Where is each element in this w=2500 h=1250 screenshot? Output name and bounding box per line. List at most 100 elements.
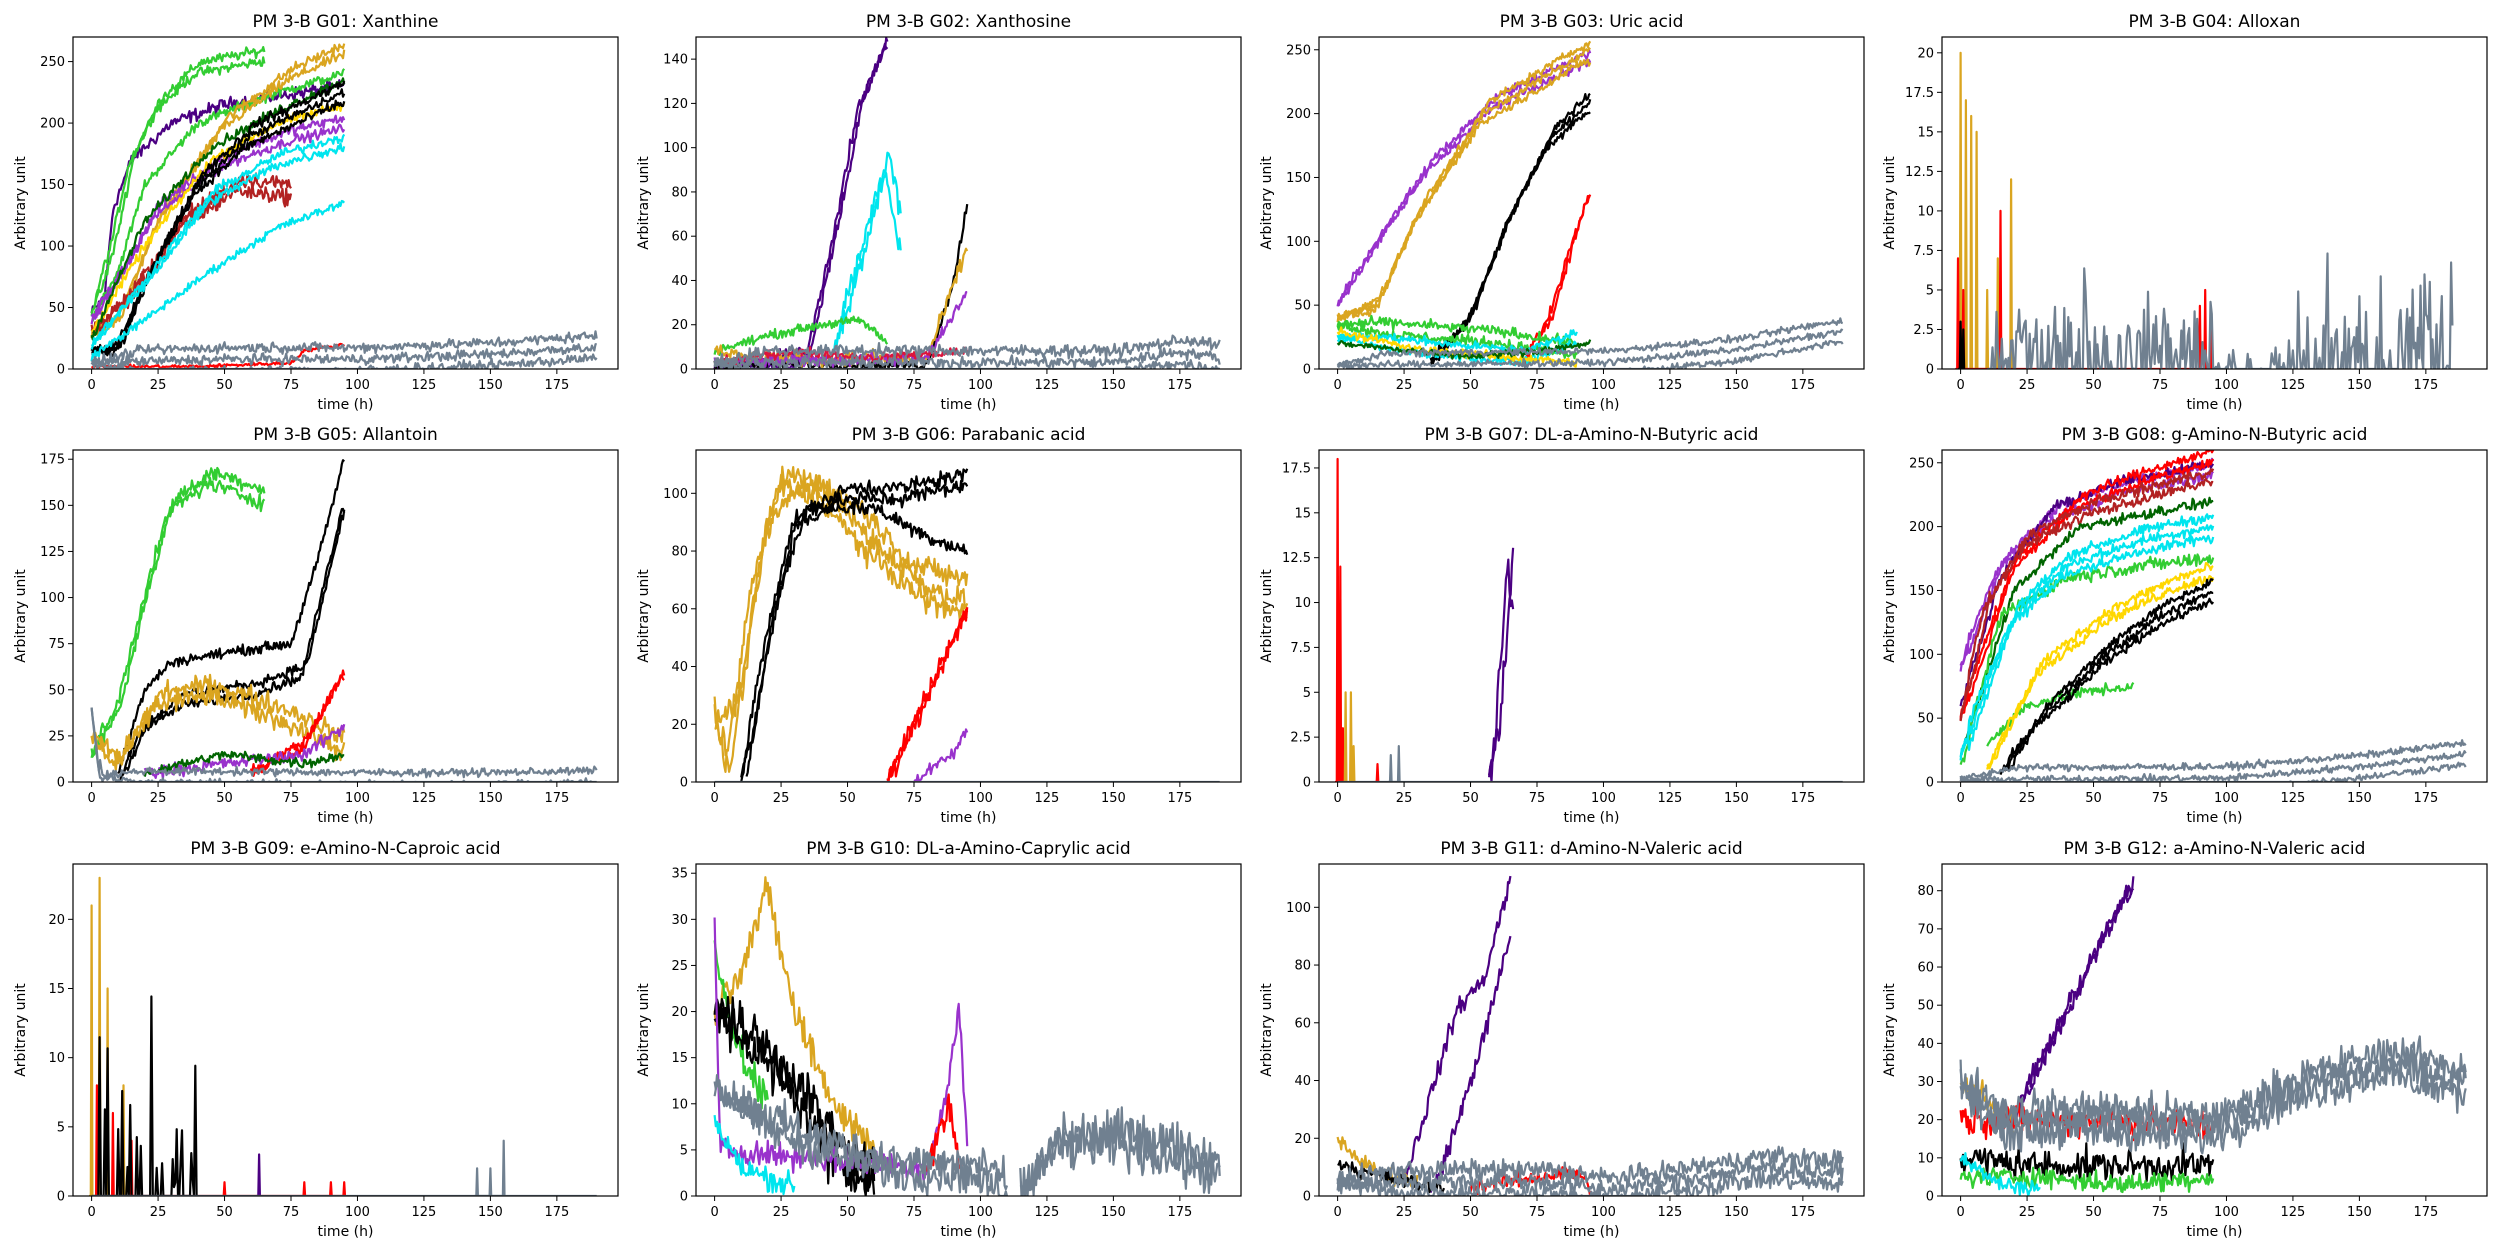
x-tick-label: 125 [412, 378, 437, 393]
y-tick-label: 30 [1917, 1075, 1934, 1090]
subplot-12: PM 3-B G12: a-Amino-N-Valeric acid time (… [1882, 839, 2488, 1240]
series-line [1959, 524, 2215, 761]
series-line [1403, 875, 1512, 1186]
x-axis-label: time (h) [941, 1224, 997, 1240]
plot-frame [1941, 36, 2488, 370]
y-tick-label: 100 [1909, 648, 1934, 663]
series-line [1019, 1106, 1221, 1196]
x-tick-label: 175 [1790, 378, 1815, 393]
x-tick-label: 175 [1790, 1205, 1815, 1220]
x-tick-label: 100 [345, 378, 370, 393]
y-tick-label: 50 [1917, 999, 1934, 1014]
subplot-2: PM 3-B G02: Xanthosine time (h) Arbitrary … [636, 12, 1242, 413]
series-line [740, 479, 969, 782]
y-tick-label: 10 [48, 1051, 65, 1066]
series-line [1959, 468, 2215, 722]
series-line [1959, 750, 2467, 782]
series-line [1336, 317, 1843, 367]
series-line [90, 172, 292, 335]
series-line [913, 728, 969, 782]
x-tick-label: 125 [1035, 1205, 1060, 1220]
subplot-title: PM 3-B G06: Parabanic acid [852, 425, 1086, 445]
plot-frame [1941, 863, 2488, 1197]
subplot-11: PM 3-B G11: d-Amino-N-Valeric acid time (… [1259, 839, 1865, 1240]
y-tick-label: 250 [40, 55, 65, 70]
series-line [1429, 92, 1591, 362]
x-tick-label: 0 [710, 378, 718, 393]
x-tick-label: 0 [710, 791, 718, 806]
series-line [91, 68, 346, 322]
x-tick-label: 75 [283, 378, 300, 393]
x-tick-label: 75 [2152, 1205, 2169, 1220]
y-tick-label: 80 [671, 185, 688, 200]
x-tick-label: 175 [544, 1205, 569, 1220]
x-tick-label: 150 [1101, 791, 1126, 806]
series-line [833, 169, 902, 355]
x-tick-label: 25 [2019, 378, 2036, 393]
series-group [90, 459, 598, 782]
y-tick-label: 35 [671, 867, 688, 882]
x-tick-label: 50 [216, 791, 233, 806]
x-tick-label: 75 [1529, 791, 1546, 806]
y-tick-label: 25 [48, 729, 65, 744]
x-tick-label: 50 [1462, 1205, 1479, 1220]
series-line [1336, 314, 1578, 347]
y-axis-label: Arbitrary unit [1882, 156, 1898, 250]
x-tick-label: 150 [478, 378, 503, 393]
x-tick-label: 175 [544, 378, 569, 393]
y-tick-label: 2.5 [1290, 731, 1311, 746]
x-tick-label: 25 [150, 791, 167, 806]
plot-frame [72, 449, 619, 783]
y-axis-label: Arbitrary unit [1882, 569, 1898, 663]
x-axis-label: time (h) [1564, 397, 1620, 413]
subplot-title: PM 3-B G12: a-Amino-N-Valeric acid [2064, 839, 2366, 859]
series-line [90, 707, 598, 779]
series-line [1959, 553, 2215, 765]
x-tick-label: 175 [1167, 378, 1192, 393]
y-tick-label: 20 [1294, 1132, 1311, 1147]
series-line [1019, 1113, 1221, 1196]
series-group [1336, 40, 1844, 369]
y-tick-label: 20 [671, 718, 688, 733]
x-tick-label: 25 [773, 378, 790, 393]
y-tick-label: 175 [40, 453, 65, 468]
series-line [1336, 59, 1592, 307]
series-line [2012, 876, 2135, 1127]
y-tick-label: 0 [1926, 363, 1934, 378]
series-line [1959, 496, 2214, 756]
y-tick-label: 0 [1303, 363, 1311, 378]
y-tick-label: 50 [48, 683, 65, 698]
series-group [713, 465, 1220, 782]
y-tick-label: 200 [1909, 520, 1934, 535]
series-line [713, 1114, 796, 1196]
series-group [1336, 875, 1844, 1196]
series-line [90, 342, 346, 369]
x-tick-label: 75 [906, 1205, 923, 1220]
series-line [1999, 578, 2214, 775]
subplot-title: PM 3-B G11: d-Amino-N-Valeric acid [1440, 839, 1742, 859]
series-group [90, 43, 598, 369]
x-tick-label: 25 [1396, 378, 1413, 393]
subplot-title: PM 3-B G04: Alloxan [2129, 12, 2301, 32]
x-tick-label: 100 [968, 791, 993, 806]
x-tick-label: 0 [1333, 1205, 1341, 1220]
series-line [1959, 458, 2215, 718]
y-tick-label: 10 [671, 1097, 688, 1112]
x-tick-label: 0 [87, 1205, 95, 1220]
y-axis-label: Arbitrary unit [636, 156, 652, 250]
series-line [143, 750, 345, 777]
series-line [1336, 49, 1592, 307]
series-line [117, 507, 346, 782]
series-line [117, 459, 346, 775]
y-tick-label: 0 [1303, 1190, 1311, 1205]
series-line [90, 133, 346, 347]
series-line [90, 56, 266, 316]
x-tick-label: 75 [283, 1205, 300, 1220]
y-tick-label: 0 [1303, 776, 1311, 791]
x-tick-label: 0 [87, 791, 95, 806]
x-tick-label: 125 [1035, 791, 1060, 806]
series-line [1959, 1062, 2467, 1155]
y-tick-label: 0 [57, 363, 65, 378]
x-tick-label: 50 [839, 378, 856, 393]
y-tick-label: 15 [48, 982, 65, 997]
